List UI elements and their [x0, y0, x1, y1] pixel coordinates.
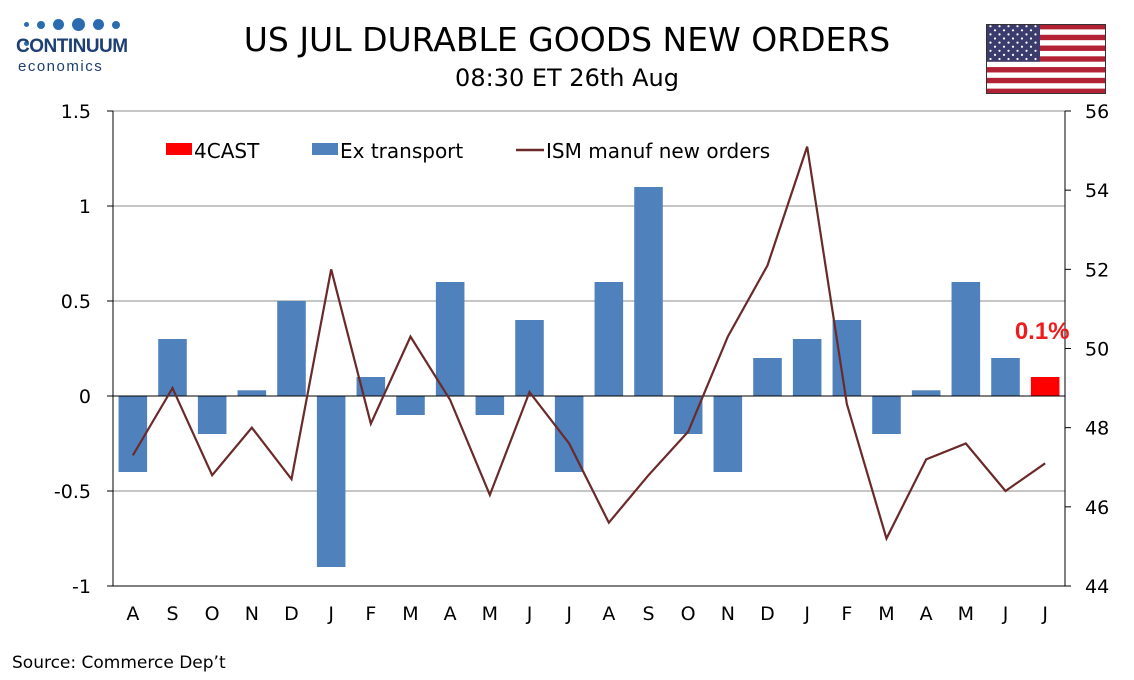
- x-tick-label: N: [721, 603, 735, 625]
- x-tick-label: M: [402, 603, 418, 625]
- bar: [475, 396, 505, 415]
- chart-title: US JUL DURABLE GOODS NEW ORDERS: [243, 20, 891, 59]
- bar: [316, 396, 346, 567]
- y-left-tick-label: -1: [72, 576, 91, 598]
- x-tick-label: M: [958, 603, 974, 625]
- y-left-tick-label: 0.5: [61, 291, 91, 313]
- y-left-tick-label: 1.5: [61, 101, 91, 123]
- x-tick-label: J: [1041, 603, 1048, 625]
- bar: [435, 282, 465, 396]
- x-tick-label: A: [444, 603, 457, 625]
- x-tick-label: J: [327, 603, 334, 625]
- chart-area: -1 -0.5 0 0.5 1 1.5 44 46 48 50 52 54 56 A S O N D J F M A M J J…: [54, 101, 1109, 625]
- bar: [753, 358, 782, 396]
- x-tick-label: J: [565, 603, 572, 625]
- legend-label-ex-transport: Ex transport: [340, 139, 463, 163]
- logo-tagline: economics: [18, 58, 104, 75]
- x-tick-label: S: [642, 603, 654, 625]
- logo-dots-icon: [24, 14, 134, 52]
- y-right-tick-label: 44: [1085, 576, 1109, 598]
- bar: [277, 301, 306, 396]
- forecast-callout: 0.1%: [1015, 318, 1070, 345]
- legend-swatch-ex-transport: [312, 143, 338, 155]
- y-left-tick-label: 0: [79, 386, 91, 408]
- x-tick-label: F: [841, 603, 852, 625]
- x-tick-label: D: [760, 603, 775, 625]
- chart-subtitle: 08:30 ET 26th Aug: [455, 64, 679, 92]
- legend-label-ism: ISM manuf new orders: [546, 139, 770, 163]
- bar: [356, 377, 386, 396]
- legend-swatch-4cast: [166, 143, 192, 155]
- x-tick-label: D: [284, 603, 299, 625]
- continuum-logo: CONTINUUM economics: [14, 14, 134, 76]
- forecast-bar: [1030, 377, 1060, 396]
- bar: [832, 320, 862, 396]
- bar: [872, 396, 901, 434]
- y-right-tick-label: 56: [1085, 101, 1109, 123]
- y-right-tick-label: 54: [1085, 180, 1109, 202]
- y-left-tick-label: -0.5: [54, 481, 91, 503]
- y-right-tick-label: 46: [1085, 497, 1109, 519]
- x-tick-label: M: [482, 603, 498, 625]
- x-tick-label: M: [878, 603, 894, 625]
- x-tick-label: S: [166, 603, 178, 625]
- bar: [594, 282, 624, 396]
- bar: [951, 282, 981, 396]
- legend-label-4cast: 4CAST: [194, 139, 260, 163]
- y-right-tick-label: 48: [1085, 418, 1109, 440]
- y-left-tick-label: 1: [79, 196, 91, 218]
- x-tick-label: J: [526, 603, 533, 625]
- bar: [554, 396, 584, 472]
- x-tick-label: N: [245, 603, 259, 625]
- bar: [713, 396, 743, 472]
- bar: [237, 390, 267, 396]
- y-right-tick-label: 52: [1085, 259, 1109, 281]
- x-tick-label: O: [205, 603, 220, 625]
- bar: [911, 390, 941, 396]
- bar: [634, 187, 663, 396]
- x-tick-label: F: [365, 603, 376, 625]
- x-tick-label: A: [920, 603, 933, 625]
- ism-line: [131, 146, 1046, 542]
- bar: [673, 396, 703, 434]
- logo-wordmark: CONTINUUM: [16, 36, 128, 57]
- x-tick-label: O: [681, 603, 696, 625]
- bar: [792, 339, 822, 396]
- bar: [396, 396, 425, 415]
- y-right-tick-label: 50: [1085, 339, 1109, 361]
- x-tick-label: J: [803, 603, 810, 625]
- x-tick-label: J: [1002, 603, 1009, 625]
- bar: [991, 358, 1020, 396]
- bar: [197, 396, 227, 434]
- us-flag-icon: [986, 24, 1106, 94]
- source-note: Source: Commerce Dep’t: [12, 653, 226, 673]
- x-tick-label: A: [126, 603, 139, 625]
- bar: [118, 396, 148, 472]
- x-tick-label: A: [602, 603, 615, 625]
- bar: [515, 320, 544, 396]
